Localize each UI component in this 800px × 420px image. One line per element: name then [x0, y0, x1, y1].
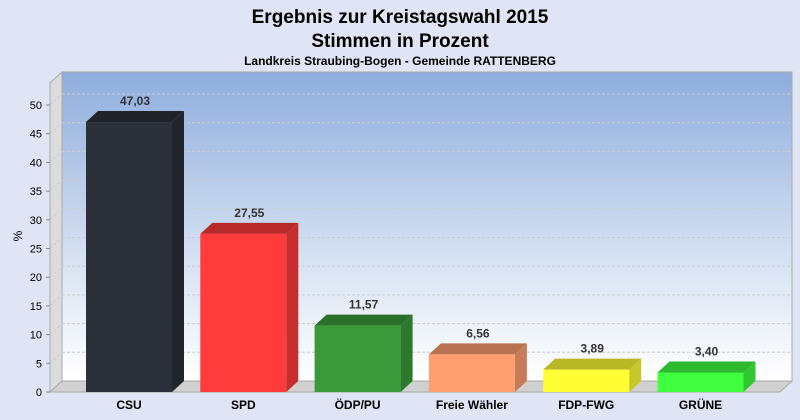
bar — [200, 233, 287, 392]
bar-side — [514, 343, 527, 392]
data-label: 6,56 — [466, 326, 490, 340]
y-tick-label: 25 — [30, 244, 42, 256]
y-tick-label: 35 — [30, 186, 42, 198]
data-label: 27,55 — [234, 206, 264, 220]
bar-top — [428, 343, 527, 355]
gridline-side — [49, 323, 63, 335]
chart-title: Ergebnis zur Kreistagswahl 2015 — [252, 7, 549, 28]
x-tick-label: CSU — [116, 398, 141, 412]
bar-side — [743, 361, 756, 392]
y-tick-label: 20 — [30, 272, 42, 284]
gridline-side — [49, 179, 63, 192]
bar — [428, 354, 515, 392]
y-tick-label: 5 — [36, 358, 42, 370]
x-tick-label: ÖDP/PU — [335, 397, 381, 412]
gridline-side — [49, 93, 63, 106]
x-tick-label: Freie Wähler — [436, 398, 508, 412]
bar-side — [400, 314, 413, 392]
bar-side — [172, 111, 184, 393]
bar-top — [200, 222, 299, 234]
bar-top — [657, 361, 756, 373]
x-tick-label: FDP-FWG — [558, 398, 614, 412]
bar — [314, 325, 401, 392]
gridline-side — [49, 351, 63, 364]
data-label: 11,57 — [349, 298, 379, 312]
bar-top — [543, 358, 642, 370]
y-tick-label: 40 — [30, 157, 42, 169]
data-label: 3,40 — [695, 344, 719, 358]
bar-side — [629, 358, 642, 392]
y-tick-label: 30 — [30, 215, 42, 227]
bar-top — [86, 111, 184, 123]
y-tick-label: 45 — [30, 129, 42, 141]
gridline-side — [49, 237, 63, 249]
bar-side — [286, 222, 299, 392]
bar-top — [314, 314, 413, 326]
gridline-side — [49, 122, 63, 135]
y-tick-label: 0 — [36, 387, 42, 399]
data-label: 47,03 — [120, 94, 150, 108]
gridline-side — [49, 151, 63, 163]
y-tick-label: 50 — [30, 100, 42, 112]
y-axis-label: % — [11, 230, 25, 241]
bar — [86, 122, 172, 393]
chart-subsubtitle: Landkreis Straubing-Bogen - Gemeinde RAT… — [244, 54, 556, 68]
left-wall — [49, 70, 63, 394]
gridline-side — [49, 294, 63, 307]
gridline-side — [49, 265, 63, 278]
bar — [657, 372, 744, 392]
bar — [543, 369, 630, 392]
x-tick-label: SPD — [231, 398, 256, 412]
data-label: 3,89 — [581, 342, 605, 356]
y-tick-label: 10 — [30, 330, 42, 342]
chart-subtitle: Stimmen in Prozent — [311, 31, 489, 52]
gridline-side — [49, 208, 63, 221]
x-tick-label: GRÜNE — [679, 397, 722, 412]
y-tick-label: 15 — [30, 301, 42, 313]
